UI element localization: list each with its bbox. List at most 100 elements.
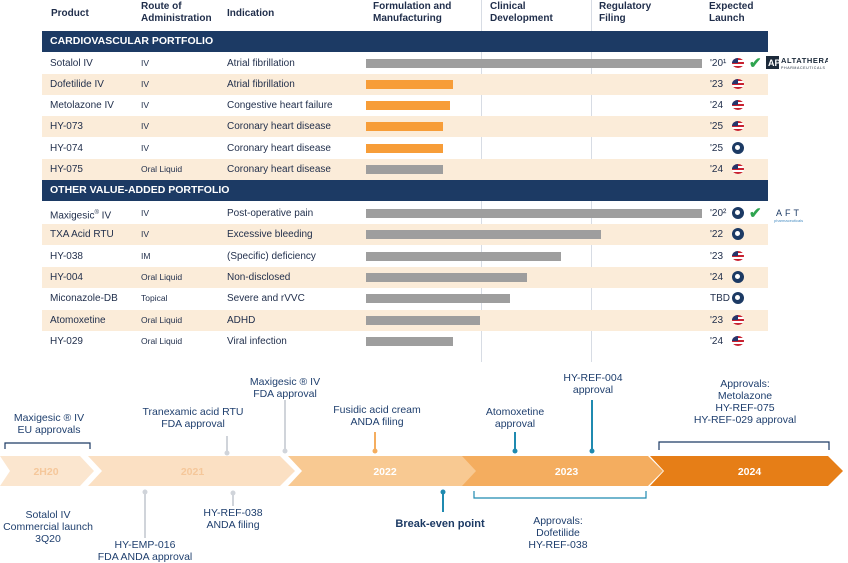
route-of-administration: IV: [141, 229, 150, 240]
expected-launch: '22: [710, 229, 724, 241]
timeline-segment-2023: [462, 456, 663, 486]
product-name: HY-075: [50, 164, 83, 175]
approved-check-icon: ✔: [749, 54, 762, 72]
table-row: HY-038 IM (Specific) deficiency '23: [42, 246, 768, 267]
milestone-sotalol-launch: Sotalol IV Commercial launch 3Q20: [3, 509, 93, 545]
product-name: TXA Acid RTU: [50, 229, 114, 241]
expected-launch: '25: [710, 142, 724, 154]
altathera-logo: AP ALTATHERA PHARMACEUTICALS: [766, 55, 830, 71]
bracket-2024: [658, 441, 830, 450]
timeline-segment-2022: [288, 456, 480, 486]
us-flag-icon: [732, 164, 744, 174]
table-row: Metolazone IV IV Congestive heart failure '…: [42, 95, 768, 116]
period-2022: 2022: [373, 466, 397, 478]
indication: Coronary heart disease: [227, 164, 331, 175]
table-row: HY-075 Oral Liquid Coronary heart disease '…: [42, 159, 768, 180]
table-row: HY-073 IV Coronary heart disease '25: [42, 116, 768, 138]
svg-text:AP: AP: [768, 58, 781, 68]
timeline-segment-2024: [650, 456, 843, 486]
route-of-administration: Oral Liquid: [141, 164, 183, 174]
table-row: HY-004 Oral Liquid Non-disclosed '24: [42, 266, 768, 288]
product-name: HY-073: [50, 121, 83, 133]
header-clinical: Clinical Development: [490, 1, 553, 24]
progress-bar: [366, 79, 454, 89]
globe-icon: [732, 292, 744, 305]
milestone-hy-ref-004: HY-REF-004 approval: [563, 372, 623, 396]
expected-launch: '23: [710, 78, 724, 90]
table-row: Maxigesic® IV IV Post-operative pain '20² ✔: [42, 203, 768, 224]
route-of-administration: Oral Liquid: [141, 314, 183, 325]
us-flag-icon: [732, 335, 744, 346]
progress-bar: [366, 101, 450, 111]
progress-bar: [366, 336, 454, 346]
indication: ADHD: [227, 314, 256, 326]
expected-launch: '24: [710, 271, 724, 283]
header-route: Route of Administration: [141, 1, 212, 24]
route-of-administration: IV: [141, 121, 150, 132]
timeline-segment-2021: [88, 456, 295, 486]
milestone-break-even: Break-even point: [395, 518, 485, 530]
progress-bar: [366, 251, 561, 261]
progress-bar: [366, 165, 444, 174]
indication: (Specific) deficiency: [227, 250, 316, 262]
table-row: TXA Acid RTU IV Excessive bleeding '22: [42, 224, 768, 246]
progress-bar: [366, 143, 444, 153]
header-regulatory: Regulatory Filing: [599, 1, 652, 24]
route-of-administration: IV: [141, 208, 150, 218]
svg-text:pharmaceuticals: pharmaceuticals: [774, 218, 803, 223]
header-product: Product: [51, 8, 89, 19]
header-formulation: Formulation and Manufacturing: [373, 1, 452, 24]
table-row: Dofetilide IV IV Atrial fibrillation '23: [42, 73, 768, 95]
period-2024: 2024: [737, 466, 762, 478]
aft-logo: AFT pharmaceuticals: [770, 206, 818, 224]
indication: Post-operative pain: [227, 208, 314, 219]
expected-launch: TBD: [710, 293, 730, 305]
product-name: Miconazole-DB: [50, 293, 118, 305]
table-row: HY-029 Oral Liquid Viral infection '24: [42, 331, 768, 352]
table-row: Atomoxetine Oral Liquid ADHD '23: [42, 309, 768, 331]
indication: Non-disclosed: [227, 271, 291, 283]
us-flag-icon: [732, 250, 744, 261]
section-other: OTHER VALUE-ADDED PORTFOLIO: [42, 180, 768, 201]
milestone-hy-ref-038-filing: HY-REF-038 ANDA filing: [203, 507, 263, 531]
route-of-administration: Oral Liquid: [141, 335, 183, 346]
globe-icon: [732, 141, 744, 154]
route-of-administration: IV: [141, 142, 150, 153]
indication: Coronary heart disease: [227, 142, 331, 154]
route-of-administration: IV: [141, 100, 150, 111]
us-flag-icon: [732, 78, 744, 89]
progress-bar: [366, 294, 511, 304]
expected-launch: '24: [710, 335, 724, 347]
globe-icon: [732, 228, 744, 241]
timeline-segment-2h20: [0, 456, 94, 486]
indication: Congestive heart failure: [227, 100, 333, 112]
period-2021: 2021: [180, 466, 205, 478]
milestone-txa-fda: Tranexamic acid RTU FDA approval: [142, 406, 244, 430]
us-flag-icon: [732, 121, 744, 132]
route-of-administration: IM: [141, 250, 151, 261]
svg-text:AFT: AFT: [776, 208, 802, 218]
progress-bar: [366, 230, 602, 240]
bracket-2023: [473, 491, 647, 499]
indication: Atrial fibrillation: [227, 57, 295, 69]
indication: Coronary heart disease: [227, 121, 331, 133]
table-row: Miconazole-DB Topical Severe and rVVC TBD: [42, 288, 768, 309]
progress-bar: [366, 272, 528, 282]
product-name: Atomoxetine: [50, 314, 106, 326]
product-name: HY-029: [50, 335, 83, 347]
expected-launch: '24: [710, 164, 724, 175]
milestone-maxigesic-eu: Maxigesic ® IV EU approvals: [13, 412, 85, 436]
svg-text:PHARMACEUTICALS: PHARMACEUTICALS: [781, 66, 826, 70]
product-name: Maxigesic® IV: [50, 210, 112, 222]
us-flag-icon: [732, 314, 744, 325]
product-name: HY-038: [50, 250, 83, 262]
bracket-2h20: [4, 442, 91, 449]
milestone-atomoxetine: Atomoxetine approval: [485, 406, 545, 430]
product-name: Sotalol IV: [50, 57, 93, 69]
indication: Viral infection: [227, 335, 287, 347]
expected-launch: '20¹: [710, 57, 727, 69]
progress-bar: [366, 58, 702, 68]
period-2023: 2023: [554, 466, 579, 478]
milestone-maxigesic-fda: Maxigesic ® IV FDA approval: [249, 376, 321, 400]
